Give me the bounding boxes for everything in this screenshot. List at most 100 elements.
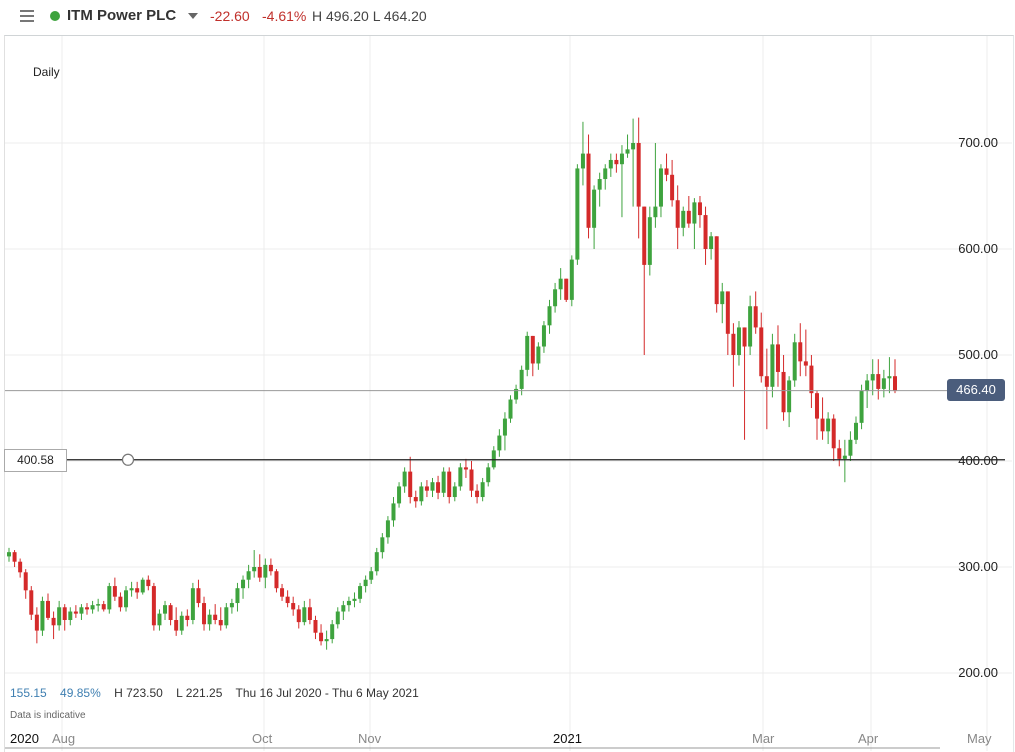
candle [430, 482, 435, 491]
candle [463, 467, 468, 470]
candle [597, 179, 602, 190]
high-low: H 496.20 L 464.20 [312, 8, 427, 24]
candle [547, 306, 552, 326]
candle [842, 455, 847, 459]
candle [34, 614, 39, 631]
candle [190, 588, 195, 620]
candle [79, 607, 84, 614]
candle [625, 149, 630, 154]
candle [881, 378, 886, 389]
candle [853, 422, 858, 440]
instrument-title[interactable]: ITM Power PLC [67, 7, 177, 24]
candle [168, 605, 173, 620]
candle [408, 471, 413, 498]
candle [564, 278, 569, 300]
candle [96, 604, 101, 606]
candle [525, 335, 530, 370]
candle [530, 335, 535, 364]
candle [302, 607, 307, 623]
candle [185, 615, 190, 620]
candle [107, 586, 112, 610]
candle [803, 361, 808, 366]
candle [536, 346, 541, 364]
candle [424, 486, 429, 491]
candle [101, 604, 106, 610]
candle [135, 588, 140, 593]
last-price-badge: 466.40 [947, 379, 1005, 401]
candle [764, 376, 769, 387]
candle [385, 520, 390, 538]
candle [709, 236, 714, 249]
candle [870, 374, 875, 381]
instrument-dropdown-caret-icon[interactable] [188, 13, 198, 19]
candle [876, 374, 881, 389]
candle [157, 613, 162, 626]
candle [452, 486, 457, 498]
candle [714, 236, 719, 305]
candle [235, 588, 240, 604]
line-drag-handle[interactable] [121, 453, 135, 466]
x-axis-label: 2021 [553, 731, 582, 746]
candle [809, 365, 814, 394]
candle [775, 344, 780, 372]
candle [497, 435, 502, 451]
candle [179, 615, 184, 631]
price-change: -22.60 [210, 8, 250, 24]
horizontal-line-label[interactable]: 400.58 [4, 449, 67, 472]
candle [57, 607, 62, 626]
candle [553, 289, 558, 307]
candle [893, 376, 897, 392]
candle [330, 624, 335, 640]
candle [486, 467, 491, 483]
candle [402, 471, 407, 487]
candle [742, 327, 747, 347]
x-axis-label: Mar [752, 731, 775, 746]
candle [619, 153, 624, 165]
candle [848, 439, 853, 456]
candle [569, 259, 574, 300]
chart-area[interactable] [4, 35, 1014, 752]
candle [642, 206, 647, 265]
candle [313, 620, 318, 633]
candle [480, 482, 485, 498]
candle [285, 596, 290, 604]
candle [7, 552, 11, 557]
candle [826, 418, 831, 432]
candle [837, 448, 842, 459]
candle [296, 609, 301, 623]
candle [469, 469, 474, 491]
candle [798, 342, 803, 362]
x-axis-label: Oct [252, 731, 273, 746]
candle [792, 342, 797, 381]
candle [681, 210, 686, 228]
candle [686, 210, 691, 224]
candle [391, 503, 396, 521]
candle [307, 607, 312, 620]
candle [647, 217, 652, 265]
x-axis-label: 2020 [10, 731, 39, 746]
candle [241, 579, 246, 589]
candle [670, 174, 675, 201]
candle [636, 143, 641, 207]
candle [770, 344, 775, 387]
candle [51, 617, 56, 626]
y-axis-label: 600.00 [958, 241, 998, 256]
candle [213, 614, 218, 620]
candle [12, 552, 17, 562]
candle [781, 371, 786, 413]
candle [274, 571, 279, 589]
period-low: L 221.25 [176, 686, 223, 700]
candle [831, 418, 836, 449]
candle [720, 291, 725, 305]
candle [29, 590, 34, 615]
candle [196, 588, 201, 604]
candle [519, 369, 524, 389]
candle [40, 600, 45, 631]
candle [397, 486, 402, 504]
x-axis-label: Nov [358, 731, 382, 746]
candle [748, 306, 753, 347]
candle [753, 306, 758, 328]
hamburger-menu-icon[interactable] [20, 10, 34, 22]
period-range: Thu 16 Jul 2020 - Thu 6 May 2021 [235, 686, 419, 700]
